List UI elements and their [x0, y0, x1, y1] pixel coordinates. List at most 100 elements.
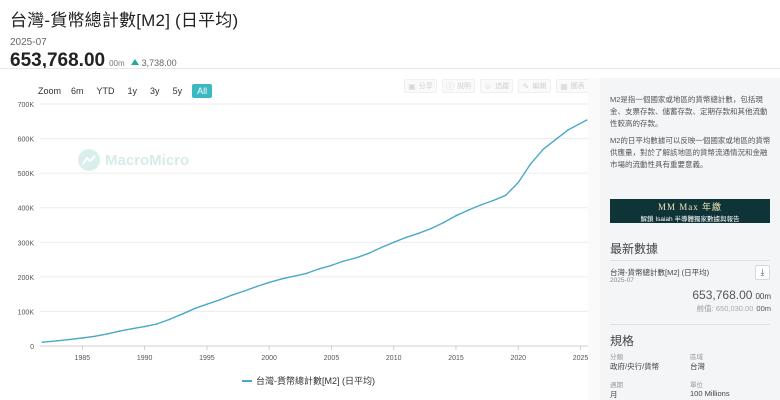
data-point [94, 335, 96, 338]
data-point [442, 221, 445, 224]
data-point [368, 252, 370, 255]
promo-banner[interactable]: MM Max 年繳 解鎖 Isaiah 半導體獨家數據與報告 [610, 199, 770, 223]
x-tick-label: 2005 [324, 355, 340, 362]
data-point [529, 163, 532, 165]
y-tick-label: 400K [18, 206, 35, 213]
grid-icon: ▦ [560, 81, 568, 91]
image-icon: ▣ [408, 81, 416, 91]
zoom-bar: Zoom 6m YTD 1y 3y 5y All [38, 84, 213, 98]
y-tick-label: 500K [18, 171, 35, 178]
previous-unit: 00m [756, 304, 771, 313]
data-point [517, 181, 520, 184]
data-point [193, 307, 196, 310]
region-value: 台灣 [690, 362, 705, 371]
data-point [156, 323, 158, 325]
zoom-ytd-button[interactable]: YTD [96, 86, 115, 96]
zoom-5y-button[interactable]: 5y [172, 86, 183, 96]
latest-series-value: 653,768.00 00m [692, 288, 771, 302]
region-label: 區域 [690, 354, 703, 361]
data-point [131, 327, 133, 330]
x-tick-label: 2015 [448, 355, 464, 362]
share-button[interactable]: ▣ 分享 [404, 79, 437, 93]
data-point [586, 119, 588, 121]
y-tick-label: 0 [30, 344, 34, 351]
y-tick-label: 700K [18, 102, 35, 109]
x-tick-label: 1995 [199, 355, 215, 362]
x-tick-label: 2020 [510, 355, 526, 362]
page-title: 台灣-貨幣總計數[M2] (日平均) [10, 11, 239, 30]
data-point [243, 290, 246, 292]
edit-button[interactable]: ✎ 編輯 [518, 79, 551, 93]
latest-value: 653,768.00 [10, 50, 106, 71]
data-point [231, 294, 233, 296]
banner-title: MM Max 年繳 [657, 202, 722, 212]
period-label: 週期 [610, 382, 623, 389]
legend-label: 台灣-貨幣總計數[M2] (日平均) [256, 376, 375, 386]
line-chart[interactable]: 0 100K 200K 300K 400K 500K 600K 700K 1985 1990 199… [0, 96, 590, 376]
header: 台灣-貨幣總計數[M2] (日平均) 2025-07 653,768.00 00… [10, 6, 610, 72]
data-point [455, 214, 457, 217]
previous-label: 前值: [696, 304, 714, 313]
data-point [318, 268, 320, 270]
data-point [81, 337, 84, 339]
section-divider [610, 324, 770, 325]
zoom-1y-button[interactable]: 1y [127, 86, 138, 96]
data-point [392, 241, 395, 244]
latest-series-name: 台灣-貨幣總計數[M2] (日平均) [610, 268, 710, 277]
data-point [492, 199, 495, 202]
unit-label: 單位 [690, 382, 703, 389]
x-tick-label: 2025 [573, 355, 589, 362]
chart-button[interactable]: ▦ 圖表 [556, 79, 589, 93]
previous-value: 前值: 650,030.00 00m [697, 303, 771, 314]
description: M2是指一個國家或地區的貨幣總計數，包括現金、支票存款、儲蓄存款、定期存款和其他… [610, 94, 772, 171]
header-divider [0, 68, 780, 69]
scrollbar[interactable] [588, 78, 600, 400]
follow-label: 追蹤 [495, 83, 510, 90]
data-point [218, 299, 221, 301]
x-tick-label: 2000 [261, 355, 277, 362]
data-point [542, 148, 544, 151]
zoom-3y-button[interactable]: 3y [150, 86, 160, 96]
zoom-all-button[interactable]: All [192, 84, 213, 98]
follow-button[interactable]: ☺ 追蹤 [480, 79, 513, 93]
data-point [106, 333, 109, 335]
description-paragraph-2: M2的日平均數據可以反映一個國家或地區的貨幣供應量，對於了解該地區的貨幣流通情況… [610, 136, 771, 169]
data-point [118, 330, 121, 332]
y-tick-label: 600K [18, 137, 35, 144]
data-point [343, 260, 345, 262]
user-icon: ☺ [483, 81, 493, 91]
spec-heading: 規格 [610, 334, 635, 348]
data-point [567, 129, 569, 131]
data-point [268, 281, 271, 284]
y-tick-label: 100K [18, 309, 35, 316]
series-line [42, 119, 588, 343]
info-label: 說明 [457, 83, 471, 90]
data-point [305, 272, 308, 275]
latest-unit: 00m [755, 292, 771, 301]
side-panel: M2是指一個國家或地區的貨幣總計數，包括現金、支票存款、儲蓄存款、定期存款和其他… [600, 78, 780, 400]
latest-series-date: 2025-07 [610, 277, 634, 284]
data-point [280, 278, 283, 280]
data-point [467, 209, 470, 211]
info-icon: ⓘ [446, 81, 454, 91]
header-date: 2025-07 [10, 37, 47, 48]
data-point [355, 257, 358, 259]
edit-icon: ✎ [522, 81, 530, 91]
value-unit: 00m [109, 59, 125, 68]
category-value: 政府/央行/貨幣 [610, 362, 660, 371]
download-icon: ⤓ [760, 267, 765, 277]
data-point [143, 325, 146, 328]
legend-swatch [242, 379, 252, 382]
data-point [430, 227, 432, 230]
data-point [405, 236, 408, 239]
info-button[interactable]: ⓘ 說明 [442, 79, 475, 93]
latest-number: 653,768.00 [692, 288, 753, 302]
description-paragraph-1: M2是指一個國家或地區的貨幣總計數，包括現金、支票存款、儲蓄存款、定期存款和其他… [610, 95, 768, 128]
chart-legend[interactable]: 台灣-貨幣總計數[M2] (日平均) [242, 374, 375, 387]
macromicro-logo-icon [78, 149, 100, 171]
data-point [554, 138, 557, 141]
zoom-6m-button[interactable]: 6m [71, 86, 84, 96]
data-point [505, 194, 507, 197]
download-button[interactable]: ⤓ [755, 265, 770, 280]
watermark-text: MacroMicro [105, 151, 190, 169]
